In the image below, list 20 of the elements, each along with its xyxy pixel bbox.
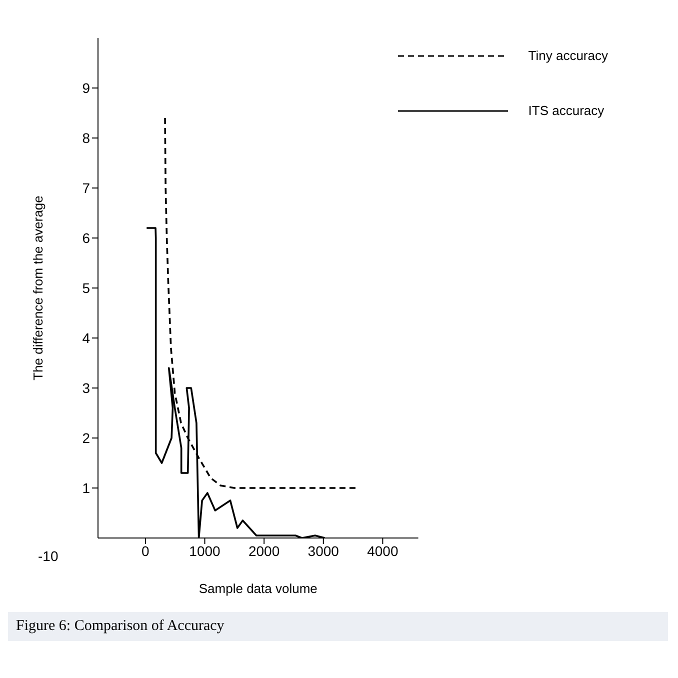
y-tick-label: 2 bbox=[82, 430, 90, 446]
x-tick-label: 2000 bbox=[248, 542, 280, 559]
text: Tiny accuracy bbox=[528, 48, 608, 63]
x-tick-label: 4000 bbox=[367, 542, 398, 559]
y-tick-label: 8 bbox=[82, 130, 90, 146]
y-tick-label: 6 bbox=[82, 230, 90, 246]
x-axis-title: Sample data volume bbox=[198, 581, 318, 596]
y-tick-label: 4 bbox=[82, 330, 90, 346]
y-tick-label: 7 bbox=[82, 180, 90, 196]
y-axis-title: The difference from the average bbox=[30, 196, 46, 380]
x-tick-label: 0 bbox=[142, 542, 150, 559]
x-tick-label: 3000 bbox=[308, 542, 340, 559]
y-tick-label: 9 bbox=[82, 80, 90, 96]
x-tick-label: 1000 bbox=[189, 542, 221, 559]
text: -10 bbox=[38, 548, 58, 564]
y-tick-label: 3 bbox=[82, 380, 90, 396]
caption: Figure 6: Comparison of Accuracy bbox=[8, 612, 668, 641]
y-tick-label: 5 bbox=[82, 280, 90, 296]
text: ITS accuracy bbox=[528, 103, 604, 118]
y-tick-label: 1 bbox=[82, 480, 90, 496]
